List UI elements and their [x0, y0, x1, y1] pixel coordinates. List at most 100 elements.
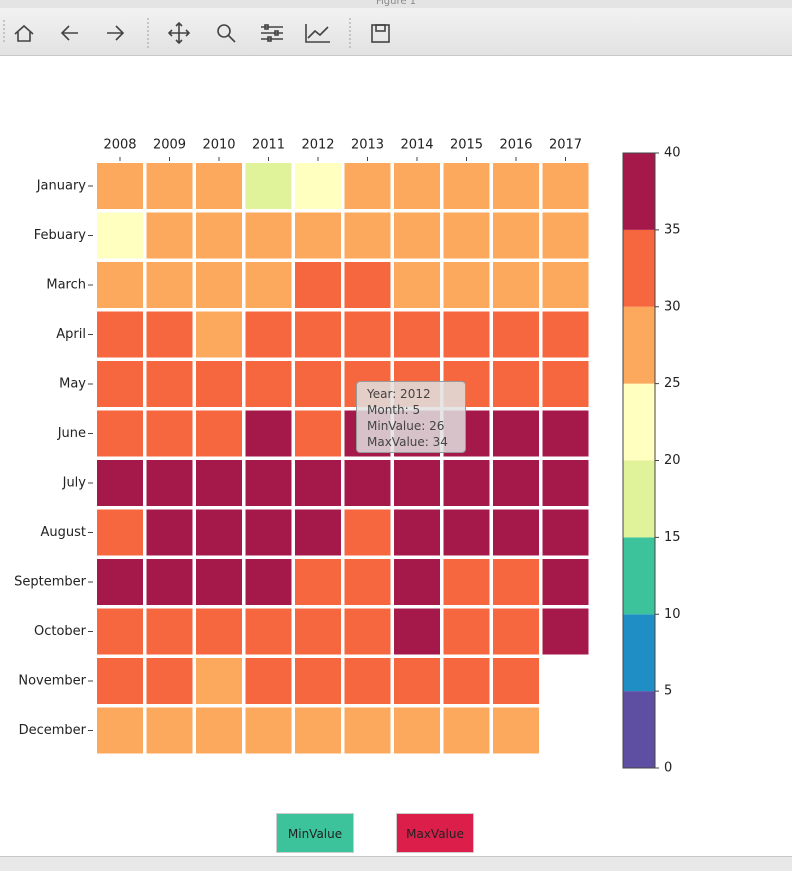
title-bar: Figure 1: [0, 0, 792, 8]
heatmap-cell: [344, 707, 391, 754]
heatmap-cell: [443, 707, 490, 754]
heatmap-cell: [245, 311, 292, 358]
heatmap-cell: [443, 212, 490, 259]
heatmap-cell: [493, 212, 539, 259]
y-tick-label: August: [41, 525, 87, 540]
heatmap-cell: [146, 460, 193, 506]
heatmap-cell: [542, 163, 589, 209]
heatmap-cell: [493, 262, 539, 308]
heatmap-cell: [344, 658, 391, 704]
heatmap-cell: [443, 608, 490, 655]
heatmap-cell: [97, 658, 143, 704]
tooltip-line: MinValue: 26: [367, 419, 445, 433]
y-tick-label: April: [56, 327, 86, 342]
colorbar-segment: [623, 691, 655, 768]
status-bar: [0, 856, 792, 871]
colorbar-tick-label: 30: [664, 299, 681, 314]
heatmap-cell: [146, 212, 193, 259]
colorbar-segment: [623, 383, 655, 461]
colorbar-segment: [623, 306, 655, 384]
heatmap-cell: [97, 707, 143, 754]
heatmap-cell: [443, 311, 490, 358]
heatmap-cell: [245, 361, 292, 407]
heatmap-cell: [443, 262, 490, 308]
heatmap-cell: [493, 608, 539, 655]
heatmap-cell: [394, 658, 440, 704]
y-tick-label: October: [34, 624, 87, 639]
chart: 2008 2009 2010 2011 2012 2013 2014 2015 2016 2017…: [14, 138, 681, 776]
heatmap-cell: [542, 509, 589, 556]
y-tick-label: March: [46, 278, 86, 293]
heatmap-cell: [394, 163, 440, 209]
heatmap-cell: [394, 509, 440, 556]
edit-axes-button[interactable]: [305, 24, 330, 43]
heatmap-cell: [542, 410, 589, 457]
zoom-button[interactable]: [217, 24, 236, 43]
heatmap-cell: [196, 707, 242, 754]
heatmap-cell: [97, 361, 143, 407]
heatmap-cell: [245, 262, 292, 308]
heatmap-cell: [295, 163, 341, 209]
heatmap-cell: [146, 707, 193, 754]
heatmap-cell: [542, 361, 589, 407]
heatmap-cell: [344, 509, 391, 556]
tooltip: Year: 2012 Month: 5 MinValue: 26 MaxValue: …: [356, 381, 466, 453]
heatmap-cell: [443, 658, 490, 704]
y-tick-label: July: [62, 476, 87, 491]
heatmap-cell: [245, 608, 292, 655]
heatmap-cell: [295, 658, 341, 704]
pan-button[interactable]: [167, 21, 191, 45]
tooltip-line: MaxValue: 34: [367, 435, 448, 449]
heatmap-cell: [196, 410, 242, 457]
heatmap-cell: [493, 311, 539, 358]
home-button[interactable]: [14, 24, 34, 42]
x-tick-label: 2009: [153, 138, 186, 153]
colorbar-tick-label: 25: [664, 376, 681, 391]
colorbar-tick-label: 20: [664, 453, 681, 468]
heatmap-cell: [295, 410, 341, 457]
heatmap-cell: [493, 410, 539, 457]
heatmap-cell: [394, 707, 440, 754]
back-button[interactable]: [60, 25, 78, 41]
heatmap-cell: [97, 509, 143, 556]
heatmap-cell: [542, 559, 589, 605]
x-tick-label: 2010: [202, 138, 235, 153]
heatmap-cell: [493, 361, 539, 407]
legend-button[interactable]: MaxValue: [396, 813, 474, 853]
x-tick-label: 2011: [252, 138, 285, 153]
y-tick-label: September: [14, 575, 87, 590]
heatmap-cell: [146, 658, 193, 704]
heatmap-cell: [394, 460, 440, 506]
colorbar-tick-label: 0: [664, 761, 672, 776]
colorbar-tick-label: 40: [664, 146, 681, 161]
heatmap-cell: [443, 559, 490, 605]
heatmap-cell: [196, 212, 242, 259]
heatmap-cell: [295, 361, 341, 407]
colorbar-segment: [623, 229, 655, 307]
heatmap-cell: [493, 707, 539, 754]
heatmap-cell: [146, 608, 193, 655]
colorbar-segment: [623, 153, 655, 230]
forward-button[interactable]: [107, 25, 125, 41]
legend-button[interactable]: MinValue: [276, 813, 354, 853]
heatmap-cell: [245, 410, 292, 457]
heatmap-cell: [443, 509, 490, 556]
save-button[interactable]: [371, 24, 390, 43]
heatmap-cell: [344, 212, 391, 259]
heatmap-cell: [146, 361, 193, 407]
colorbar-tick-label: 35: [664, 222, 681, 237]
heatmap-cell: [344, 311, 391, 358]
y-tick-label: Febuary: [34, 228, 87, 243]
heatmap-cell: [542, 212, 589, 259]
y-tick-label: June: [57, 426, 86, 441]
heatmap-cell: [245, 163, 292, 209]
heatmap-cell: [196, 311, 242, 358]
configure-button[interactable]: [261, 24, 283, 42]
heatmap-cell: [245, 658, 292, 704]
colorbar-tick-label: 15: [664, 530, 681, 545]
heatmap-cell: [146, 311, 193, 358]
heatmap-cell: [97, 311, 143, 358]
x-tick-label: 2008: [103, 138, 136, 153]
x-tick-label: 2016: [499, 138, 532, 153]
heatmap-cell: [97, 212, 143, 259]
